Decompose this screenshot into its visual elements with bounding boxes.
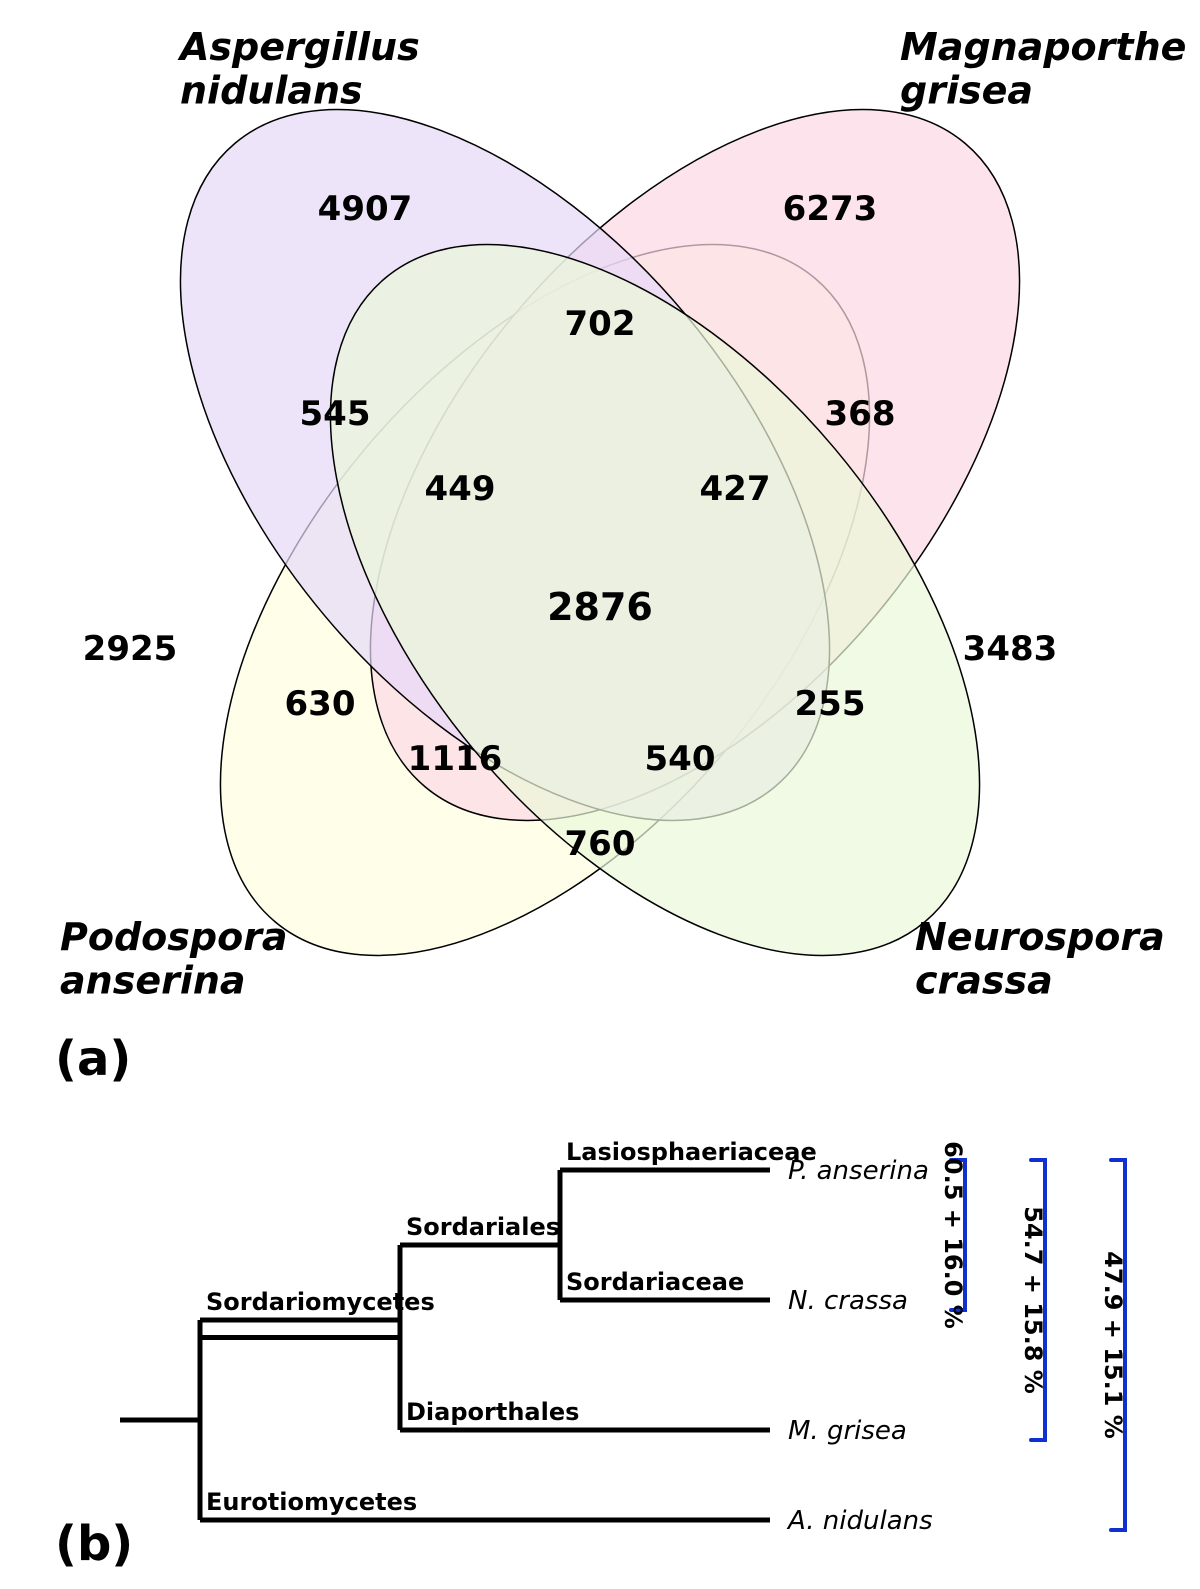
venn-value-P: 2925 <box>83 629 178 669</box>
tree-node-eurotiomycetes: Eurotiomycetes <box>206 1488 417 1516</box>
venn-value-AMPN: 2876 <box>547 585 653 629</box>
tree-bracket-label-2: 47.9 + 15.1 % <box>1099 1251 1127 1439</box>
venn-value-N: 3483 <box>963 629 1058 669</box>
tree-tip-a_nidulans: A. nidulans <box>786 1506 933 1536</box>
venn-value-APN: 540 <box>645 739 716 779</box>
tree-tip-n_crassa: N. crassa <box>788 1286 908 1316</box>
venn-value-MP: 630 <box>285 684 356 724</box>
venn-value-AMN: 427 <box>700 469 771 509</box>
venn-value-MPN: 1116 <box>408 739 503 779</box>
tree-bracket-label-0: 60.5 + 16.0 % <box>939 1141 967 1329</box>
venn-value-AN: 255 <box>795 684 866 724</box>
venn-value-AM: 702 <box>565 304 636 344</box>
venn-value-MN: 368 <box>825 394 896 434</box>
venn-value-A: 4907 <box>318 189 413 229</box>
tree-tip-m_grisea: M. grisea <box>788 1416 907 1446</box>
tree-node-diaporthales: Diaporthales <box>406 1398 579 1426</box>
venn-set-label-M: Magnaporthegrisea <box>900 25 1186 113</box>
venn-set-label-A: Aspergillusnidulans <box>177 25 420 113</box>
tree-bracket-label-1: 54.7 + 15.8 % <box>1019 1206 1047 1394</box>
venn-value-AMP: 449 <box>425 469 496 509</box>
panel-a-label: (a) <box>55 1031 131 1087</box>
panel-b-label: (b) <box>55 1516 133 1572</box>
venn-set-label-P: Podosporaanserina <box>60 915 288 1003</box>
tree-node-lasiosphaeriaceae: Lasiosphaeriaceae <box>566 1138 817 1166</box>
venn-diagram: Aspergillusnidulans Magnaporthegrisea Podo… <box>55 0 1186 1073</box>
phylogenetic-tree: Sordariomycetes Eurotiomycetes Sordariales… <box>120 1138 1127 1536</box>
tree-node-sordariaceae: Sordariaceae <box>566 1268 744 1296</box>
tree-tip-p_anserina: P. anserina <box>788 1156 929 1186</box>
venn-value-PN: 760 <box>565 824 636 864</box>
venn-value-M: 6273 <box>783 189 878 229</box>
tree-node-sordariomycetes: Sordariomycetes <box>206 1288 435 1316</box>
venn-set-label-N: Neurosporacrassa <box>915 915 1165 1003</box>
venn-value-AP: 545 <box>300 394 371 434</box>
tree-node-sordariales: Sordariales <box>406 1213 560 1241</box>
